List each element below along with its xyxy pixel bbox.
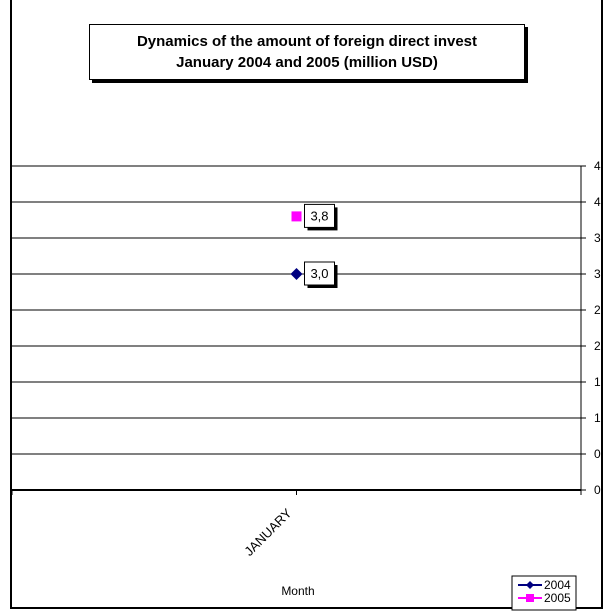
y-tick-label: 2, [594,339,604,353]
data-label-box [304,203,335,228]
data-label-box [304,261,335,286]
legend-marker-2004 [526,581,534,589]
y-tick-label: 1, [594,375,604,389]
legend-marker-2005 [526,594,534,602]
y-axis-ticks: 0, 0, 1, 1, 2, 2, 3, 3, 4, 4, [581,159,604,497]
y-tick-label: 4, [594,195,604,209]
chart-title-line-1: Dynamics of the amount of foreign direct… [136,33,478,50]
y-tick-label: 0, [594,447,604,461]
chart-title: Dynamics of the amount of foreign direct… [89,24,525,80]
y-tick-label: 3, [594,267,604,281]
data-label-2005: 3,8 [310,208,328,223]
y-tick-label: 3, [594,231,604,245]
y-tick-label: 0, [594,483,604,497]
legend-box [511,575,577,611]
marker-2004 [290,268,303,280]
marker-2005 [291,211,302,222]
y-tick-label: 2, [594,303,604,317]
data-labels: 3,0 3,8 [304,203,338,288]
data-marks [290,211,303,280]
x-tick-label: JANUARY [241,505,295,559]
data-label-2004: 3,0 [310,266,328,281]
y-tick-label: 4, [594,159,604,173]
chart-title-line-2: January 2004 and 2005 (million USD) [176,54,438,71]
x-axis-title: Month [281,584,314,598]
gridlines [12,165,581,455]
x-axis-ticks: JANUARY [241,490,297,559]
chart-frame [10,0,603,609]
legend-label-2004: 2004 [544,578,571,592]
legend-label-2005: 2005 [544,591,571,605]
y-tick-label: 1, [594,411,604,425]
